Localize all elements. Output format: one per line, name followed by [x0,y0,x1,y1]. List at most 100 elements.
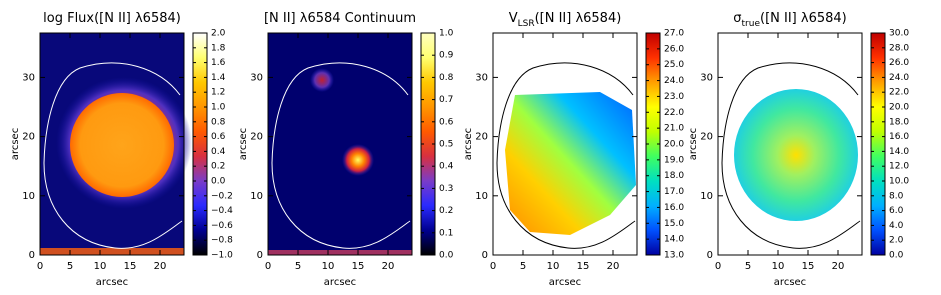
colorbar-tick-label: 0.3 [439,184,453,194]
colorbar-tick-label: 0.5 [439,140,453,150]
x-tick-label: 15 [802,261,815,272]
y-axis-label: arcsec [688,128,699,160]
colorbar-tick-label: 1.6 [211,58,226,68]
x-tick-label: 5 [745,261,751,272]
title-part: LSR [518,19,535,29]
colorbar-tick-label: 0.4 [439,162,454,172]
x-axis-label: arcsec [324,277,356,288]
x-tick-label: 0 [490,261,496,272]
colorbar-tick-label: 17.0 [664,187,684,197]
map-image [268,33,412,255]
colorbar-tick-label: 14.0 [664,235,684,245]
colorbar-tick-label: 0.0 [439,251,454,261]
colorbar-tick-label: −0.8 [211,236,233,246]
colorbar-tick-label: 2.0 [889,236,904,246]
colorbar-tick-label: 21.0 [664,124,684,134]
x-tick-label: 5 [520,261,526,272]
colorbar-tick-label: 0.6 [439,117,454,127]
colorbar-tick-label: 18.0 [889,117,909,127]
map-image [40,33,192,255]
colorbar-tick-label: 23.0 [664,92,684,102]
x-axis-label: arcsec [96,277,128,288]
title-part: [N II] λ6584 Continuum [264,11,416,26]
x-tick-label: 5 [295,261,301,272]
y-tick-label: 30 [250,72,263,83]
colorbar-tick-label: 0.9 [439,51,454,61]
y-tick-label: 10 [22,191,35,202]
colorbar-tick-label: 0.6 [211,132,226,142]
colorbar-tick-label: 0.4 [211,147,226,157]
colorbar-tick-label: 1.0 [439,29,454,39]
colorbar-tick-label: 4.0 [889,221,904,231]
y-tick-label: 30 [475,72,488,83]
y-tick-label: 0 [707,250,713,261]
colorbar-tick-label: 1.8 [211,43,226,53]
y-tick-label: 30 [700,72,713,83]
colorbar-tick-label: 22.0 [664,108,684,118]
colorbar-tick-label: 24.0 [889,73,909,83]
plot-frame [492,32,638,256]
y-tick-label: 0 [29,250,35,261]
colorbar-tick-label: 2.0 [211,29,226,39]
x-axis-label: arcsec [549,277,581,288]
colorbar-tick-label: 0.1 [439,228,453,238]
x-tick-label: 10 [322,261,335,272]
colorbar-tick-label: 0.2 [439,206,453,216]
chart-title: [N II] λ6584 Continuum [264,11,416,26]
colorbar-tick-label: 24.0 [664,76,684,86]
colorbar-tick-label: 1.4 [211,73,226,83]
x-tick-label: 10 [772,261,785,272]
title-part: V [509,11,518,26]
colorbar-tick-label: 19.0 [664,155,684,165]
y-axis-label: arcsec [10,128,21,160]
colorbar-tick-label: 20.0 [664,140,684,150]
colorbar-tick-label: 26.0 [664,44,684,54]
title-part: σ [733,11,741,26]
x-tick-label: 10 [547,261,560,272]
x-tick-label: 20 [607,261,620,272]
x-tick-label: 10 [94,261,107,272]
colorbar-tick-label: 20.0 [889,103,909,113]
title-part: ([N II] λ6584) [535,11,622,26]
colorbar-tick-label: 26.0 [889,58,909,68]
y-tick-label: 0 [482,250,488,261]
map-image [718,33,862,255]
colorbar-tick-label: 0.7 [439,95,453,105]
x-tick-label: 15 [577,261,590,272]
x-tick-label: 20 [382,261,395,272]
x-tick-label: 20 [154,261,167,272]
chart-title: VLSR([N II] λ6584) [509,11,622,29]
y-tick-label: 20 [250,132,263,143]
x-tick-label: 0 [715,261,721,272]
colorbar-tick-label: 0.8 [439,73,454,83]
title-part: log Flux([N II] λ6584) [43,11,181,26]
plot-frame [39,32,185,256]
y-tick-label: 10 [250,191,263,202]
x-axis-label: arcsec [774,277,806,288]
colorbar-tick-label: 1.0 [211,103,226,113]
chart-title: σtrue([N II] λ6584) [733,11,846,29]
y-axis-label: arcsec [463,128,474,160]
x-tick-label: 0 [265,261,271,272]
colorbar-tick-label: 28.0 [889,43,909,53]
plot-frame [267,32,413,256]
colorbar-tick-label: 14.0 [889,147,909,157]
y-tick-label: 20 [22,132,35,143]
x-tick-label: 20 [832,261,845,272]
colorbar-tick-label: 0.0 [211,177,226,187]
colorbar-tick-label: 8.0 [889,191,904,201]
colorbar-tick-label: 12.0 [889,162,909,172]
colorbar [192,32,208,256]
y-tick-label: 10 [475,191,488,202]
colorbar-tick-label: −1.0 [211,251,233,261]
colorbar-tick-label: 30.0 [889,29,909,39]
chart-title: log Flux([N II] λ6584) [43,11,181,26]
colorbar-tick-label: −0.4 [211,206,233,216]
y-tick-label: 20 [700,132,713,143]
colorbar-tick-label: 0.8 [211,117,226,127]
colorbar-tick-label: −0.2 [211,191,233,201]
colorbar-tick-label: 13.0 [664,251,684,261]
colorbar-tick-label: 22.0 [889,88,909,98]
colorbar-tick-label: 25.0 [664,60,684,70]
